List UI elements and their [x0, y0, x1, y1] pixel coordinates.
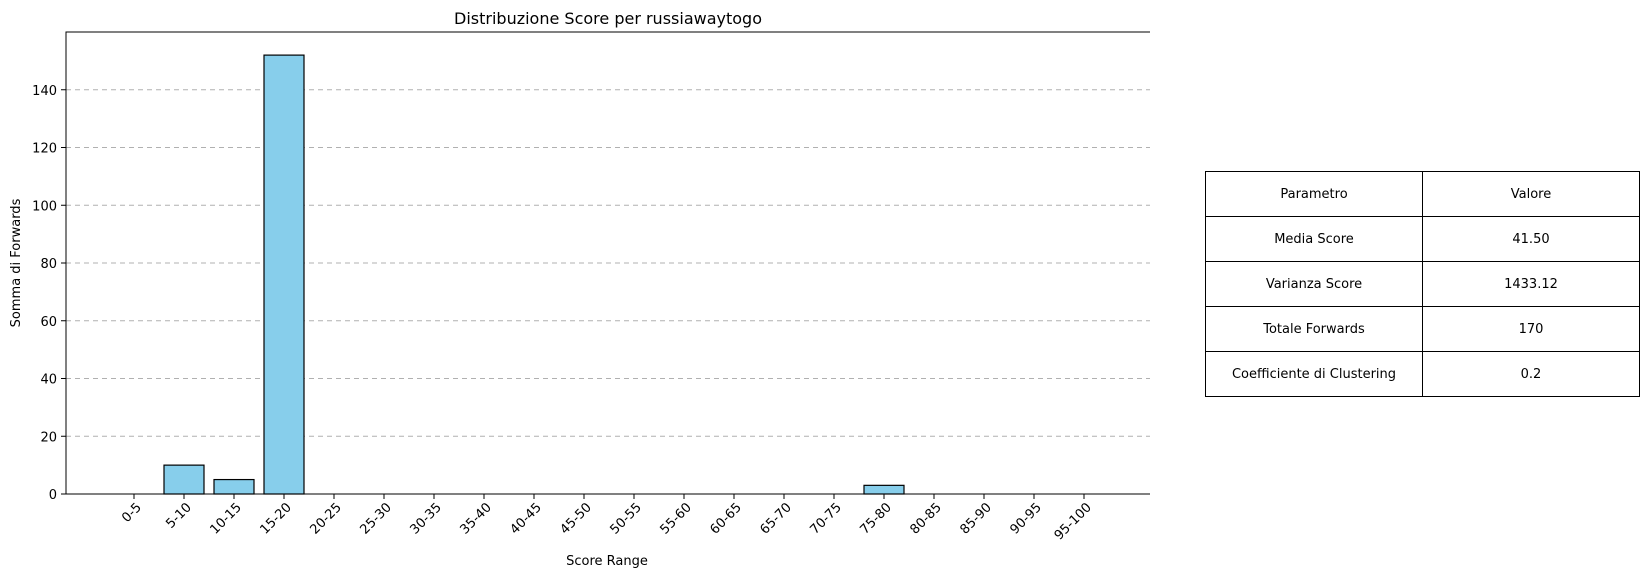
- stats-param-cell: Totale Forwards: [1205, 306, 1423, 352]
- y-axis-label: Somma di Forwards: [9, 198, 24, 327]
- x-tick-label: 20-25: [308, 500, 345, 537]
- x-tick-label: 5-10: [163, 500, 194, 531]
- x-tick-label: 85-90: [958, 500, 995, 537]
- y-tick-label: 60: [40, 315, 57, 330]
- bar-75-80: [863, 484, 905, 495]
- bar-5-10: [163, 464, 205, 495]
- stats-param-cell: Media Score: [1205, 216, 1423, 262]
- y-tick-label: 80: [40, 257, 57, 272]
- x-tick-label: 60-65: [708, 500, 745, 537]
- stats-param-cell: Varianza Score: [1205, 261, 1423, 307]
- bar-15-20: [263, 54, 305, 495]
- chart-title: Distribuzione Score per russiawaytogo: [454, 9, 762, 28]
- grid-lines: [66, 89, 1150, 437]
- bar-chart: 0 20 40 60 80 100 120 140 0-5 5-10 10-15 15-20 20-2…: [9, 9, 1150, 569]
- y-tick-label: 20: [40, 430, 57, 445]
- x-axis-label: Score Range: [566, 554, 648, 569]
- x-tick-label: 55-60: [658, 500, 695, 537]
- stats-header-row: Parametro Valore: [1205, 171, 1640, 217]
- y-tick-label: 140: [32, 84, 57, 99]
- y-tick-label: 120: [32, 142, 57, 157]
- stats-row: Totale Forwards 170: [1205, 306, 1640, 352]
- stats-header-cell: Parametro: [1205, 171, 1423, 217]
- x-tick-label: 90-95: [1008, 500, 1045, 537]
- x-tick-label: 50-55: [608, 500, 645, 537]
- stats-value-cell: 0.2: [1422, 351, 1640, 397]
- x-tick-label: 65-70: [758, 500, 795, 537]
- stats-value-cell: 1433.12: [1422, 261, 1640, 307]
- x-tick-label: 75-80: [858, 500, 895, 537]
- x-tick-label: 95-100: [1052, 500, 1095, 543]
- bar-10-15: [213, 478, 255, 495]
- stats-header-cell: Valore: [1422, 171, 1640, 217]
- y-tick-label: 100: [32, 199, 57, 214]
- stats-table: Parametro Valore Media Score 41.50 Varia…: [1205, 171, 1640, 397]
- x-tick-label: 15-20: [258, 500, 295, 537]
- y-tick-label: 0: [49, 488, 57, 503]
- x-tick-label: 40-45: [508, 500, 545, 537]
- x-tick-label: 80-85: [908, 500, 945, 537]
- x-tick-label: 10-15: [208, 500, 245, 537]
- stats-row: Varianza Score 1433.12: [1205, 261, 1640, 307]
- stats-value-cell: 170: [1422, 306, 1640, 352]
- x-tick-label: 70-75: [808, 500, 845, 537]
- stats-row: Coefficiente di Clustering 0.2: [1205, 351, 1640, 397]
- x-axis: 0-5 5-10 10-15 15-20 20-25 25-30 30-35 35-40 40-…: [119, 494, 1095, 543]
- x-tick-label: 0-5: [119, 500, 145, 526]
- x-tick-label: 35-40: [458, 500, 495, 537]
- x-tick-label: 45-50: [558, 500, 595, 537]
- x-tick-label: 30-35: [408, 500, 445, 537]
- stats-row: Media Score 41.50: [1205, 216, 1640, 262]
- stats-param-cell: Coefficiente di Clustering: [1205, 351, 1423, 397]
- x-tick-label: 25-30: [358, 500, 395, 537]
- stats-value-cell: 41.50: [1422, 216, 1640, 262]
- y-axis: 0 20 40 60 80 100 120 140: [32, 84, 66, 503]
- bars: [163, 54, 905, 495]
- y-tick-label: 40: [40, 373, 57, 388]
